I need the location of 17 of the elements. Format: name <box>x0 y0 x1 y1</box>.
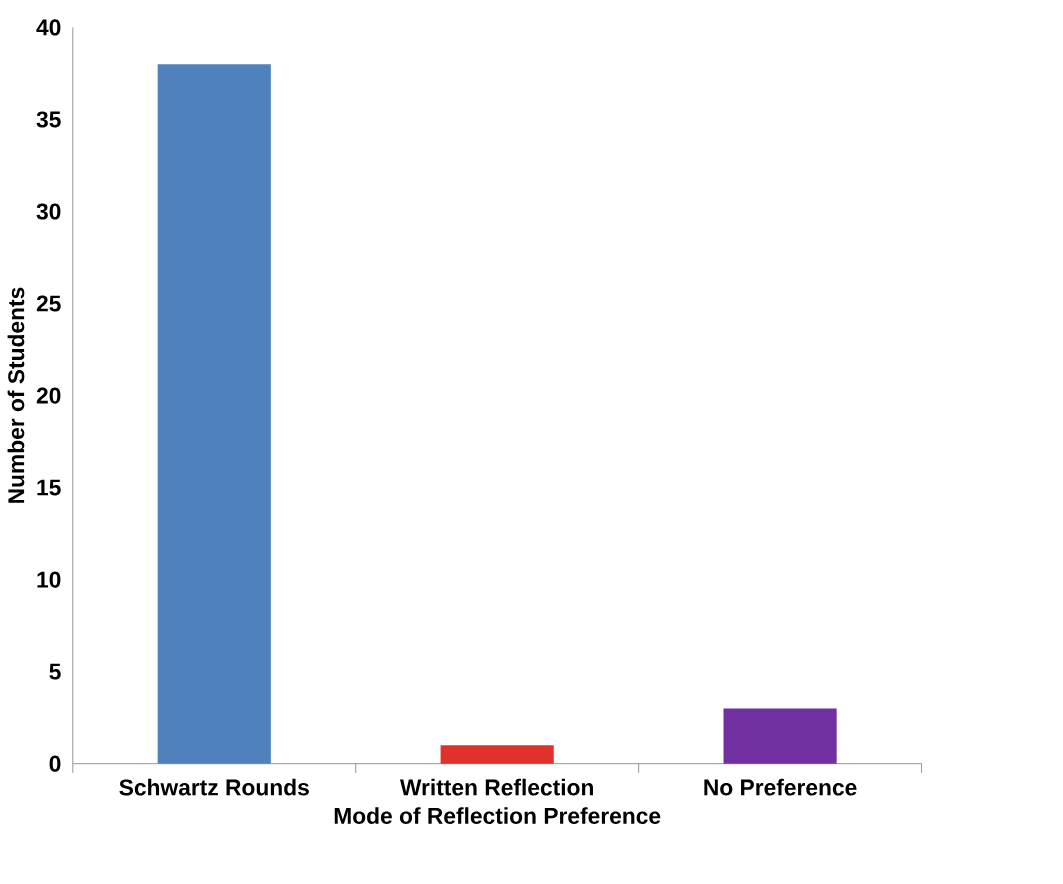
bar <box>440 745 554 764</box>
bar <box>723 708 837 764</box>
y-tick-label: 20 <box>36 387 61 404</box>
y-tick-label: 15 <box>37 479 61 496</box>
y-tick-label: 5 <box>49 663 61 680</box>
bar <box>157 64 271 764</box>
y-tick-label: 30 <box>36 203 61 220</box>
y-axis-title: Number of Students <box>7 287 25 504</box>
y-tick-label: 10 <box>37 571 61 588</box>
x-axis-title: Mode of Reflection Preference <box>334 807 661 825</box>
y-tick-label: 0 <box>49 755 61 773</box>
x-tick-label: No Preference <box>704 779 857 796</box>
y-tick-label: 40 <box>36 19 61 36</box>
x-tick-label: Written Reflection <box>399 779 593 796</box>
y-tick-label: 35 <box>36 111 61 128</box>
y-tick-label: 25 <box>36 295 61 312</box>
x-tick-label: Schwartz Rounds <box>119 779 309 796</box>
